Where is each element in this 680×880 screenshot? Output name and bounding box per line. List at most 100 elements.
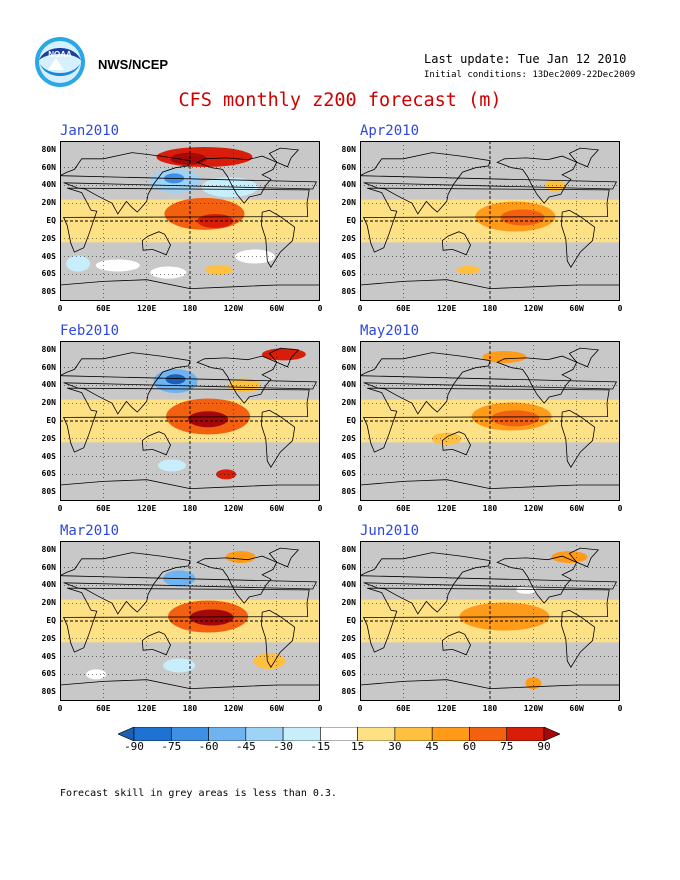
- lat-tick-label: 60N: [341, 162, 356, 172]
- lat-tick-label: 60S: [341, 669, 356, 679]
- lon-tick-label: 120W: [223, 504, 243, 513]
- anomaly-region: [66, 255, 91, 272]
- lat-tick-label: 40N: [341, 580, 356, 590]
- lat-tick-label: 40N: [41, 380, 56, 390]
- coastline: [62, 187, 310, 253]
- coastline: [141, 431, 171, 456]
- colorbar-level-label: -15: [310, 740, 331, 753]
- lon-tick-label: 60E: [396, 304, 411, 313]
- lon-tick-label: 0: [357, 704, 363, 713]
- lon-tick-label: 60E: [396, 504, 411, 513]
- coastline: [568, 347, 600, 368]
- lon-tick-label: 0: [357, 504, 363, 513]
- colorbar-level-label: 15: [351, 740, 365, 753]
- lat-tick-label: 80N: [341, 544, 356, 554]
- lat-tick-label: 80S: [41, 687, 56, 697]
- lat-tick-label: 40S: [341, 451, 356, 461]
- lon-tick-label: 60W: [569, 504, 584, 513]
- lat-tick-label: 40N: [41, 180, 56, 190]
- anomaly-region: [253, 653, 286, 669]
- coastline: [441, 231, 471, 256]
- coastline: [268, 547, 300, 568]
- coastline: [261, 609, 296, 668]
- lat-tick-label: 20S: [341, 633, 356, 643]
- coastline: [60, 679, 320, 701]
- lat-tick-label: 20N: [341, 598, 356, 608]
- lat-tick-label: 60N: [341, 362, 356, 372]
- coastline: [196, 555, 278, 604]
- lat-tick-label: 20S: [341, 433, 356, 443]
- lat-tick-label: 60S: [41, 269, 56, 279]
- colorbar-level-label: 75: [500, 740, 514, 753]
- colorbar-swatch: [320, 727, 358, 741]
- lat-tick-label: 80S: [341, 487, 356, 497]
- anomaly-region: [516, 585, 537, 594]
- lat-tick-label: EQ: [346, 616, 356, 625]
- lat-tick-label: 40N: [41, 580, 56, 590]
- coastline: [360, 279, 620, 301]
- anomaly-region: [491, 410, 540, 427]
- coastline: [360, 679, 620, 701]
- lon-tick-label: 60E: [96, 504, 111, 513]
- lon-tick-label: 0: [357, 304, 363, 313]
- colorbar-swatch: [357, 727, 396, 741]
- forecast-map: [360, 141, 620, 301]
- lon-tick-label: 60W: [269, 304, 284, 313]
- coastline: [496, 155, 578, 204]
- colorbar: [118, 727, 560, 741]
- lat-tick-label: 60S: [341, 469, 356, 479]
- map-frame: [360, 141, 620, 301]
- lat-tick-label: 80S: [341, 287, 356, 297]
- lon-tick-label: 0: [617, 704, 623, 713]
- anomaly-region: [545, 179, 565, 192]
- coastline: [261, 409, 296, 468]
- lon-tick-label: 60W: [569, 304, 584, 313]
- lon-tick-label: 60W: [269, 704, 284, 713]
- lat-tick-label: EQ: [346, 216, 356, 225]
- colorbar-level-label: -45: [235, 740, 256, 753]
- coastline: [360, 352, 618, 415]
- lat-tick-label: 40S: [41, 451, 56, 461]
- coastline: [496, 555, 578, 604]
- lat-tick-label: 80N: [341, 344, 356, 354]
- colorbar-swatch: [208, 727, 247, 741]
- lat-tick-label: 20N: [341, 198, 356, 208]
- coastline: [362, 187, 610, 253]
- lon-tick-label: 180: [182, 504, 198, 513]
- coastline: [196, 355, 278, 404]
- anomaly-region: [165, 374, 186, 385]
- forecast-map: [360, 341, 620, 501]
- anomaly-region: [551, 551, 588, 563]
- panel-title: Jun2010: [360, 523, 420, 539]
- lat-tick-label: 60N: [41, 362, 56, 372]
- colorbar-level-label: -90: [124, 740, 144, 753]
- lon-tick-label: 120W: [223, 704, 243, 713]
- colorbar-level-label: -60: [198, 740, 219, 753]
- lat-tick-label: 40S: [41, 251, 56, 261]
- lat-tick-label: 80S: [41, 487, 56, 497]
- lat-tick-label: 80N: [41, 544, 56, 554]
- lat-tick-label: 20N: [41, 398, 56, 408]
- lat-tick-label: 60N: [41, 162, 56, 172]
- colorbar-swatch: [469, 727, 508, 741]
- lon-tick-label: 0: [57, 304, 63, 313]
- anomaly-region: [189, 609, 234, 626]
- coastline: [360, 479, 620, 501]
- svg-text:NOAA: NOAA: [48, 50, 72, 59]
- coastline: [561, 209, 596, 268]
- lon-tick-label: 120W: [523, 704, 543, 713]
- lat-tick-label: 40N: [341, 180, 356, 190]
- coastline: [268, 347, 300, 368]
- map-frame: [360, 541, 620, 701]
- noaa-logo: NOAA: [35, 37, 85, 87]
- coastline: [60, 479, 320, 501]
- lon-tick-label: 60E: [96, 704, 111, 713]
- lat-tick-label: 60N: [341, 562, 356, 572]
- lon-tick-label: 0: [617, 504, 623, 513]
- coastline: [141, 231, 171, 256]
- lon-tick-label: 120W: [523, 504, 543, 513]
- colorbar-swatch: [245, 727, 284, 741]
- map-frame: [360, 341, 620, 501]
- coastline: [568, 147, 600, 168]
- coastline: [561, 609, 596, 668]
